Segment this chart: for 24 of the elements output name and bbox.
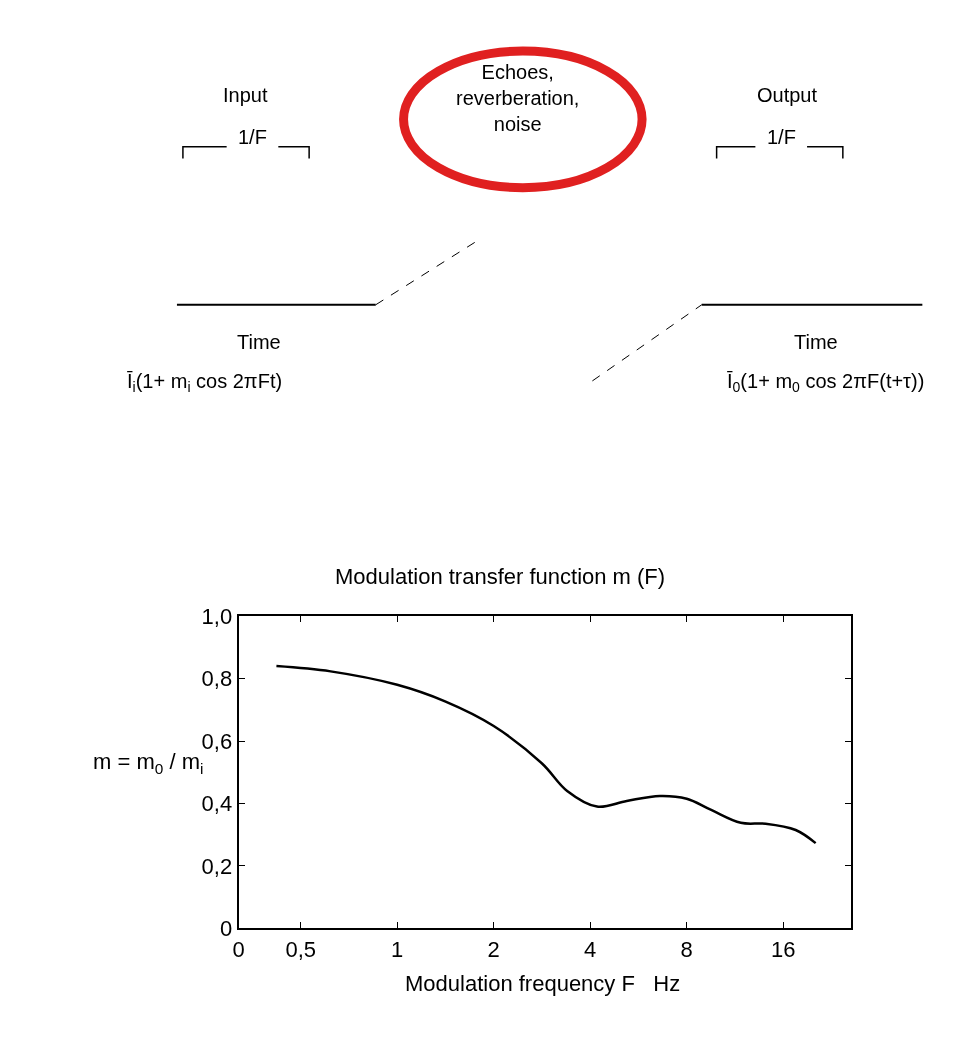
x-tick-label: 8 xyxy=(680,936,693,962)
y-tick-label: 0,4 xyxy=(201,791,233,817)
chart-title: Modulation transfer function m (F) xyxy=(335,564,666,589)
text: Time xyxy=(237,331,281,353)
x-tick-label: 0,5 xyxy=(285,936,316,962)
text: Input xyxy=(223,84,268,106)
x-tick-label: 16 xyxy=(770,936,796,962)
text: Time xyxy=(794,331,838,353)
text: 1/F xyxy=(767,126,796,148)
y-tick-label: 0,8 xyxy=(201,666,233,692)
text: Ī$_{i}$(1+ m$_{i}$ cos 2πFt) xyxy=(127,370,283,396)
y-tick-label: 0,2 xyxy=(201,853,233,879)
text: Echoes, reverberation, noise xyxy=(456,61,580,135)
x-tick-label: 2 xyxy=(487,936,500,962)
y-tick-label: 1,0 xyxy=(201,603,233,629)
y-tick-label: 0,6 xyxy=(201,728,233,754)
x-tick-label: 4 xyxy=(584,936,597,962)
text: Ī$_{0}$(1+ m$_{0}$ cos 2πF(t+τ)) xyxy=(727,370,925,396)
x-axis-title: Modulation frequency F Hz xyxy=(405,971,681,996)
y-tick-label: 0 xyxy=(219,916,233,942)
x-tick-label: 1 xyxy=(391,936,404,962)
y-axis-title: m = m$_{0}$ / m$_{i}$ xyxy=(93,749,204,777)
text: Output xyxy=(757,84,818,106)
text: 1/F xyxy=(238,126,267,148)
